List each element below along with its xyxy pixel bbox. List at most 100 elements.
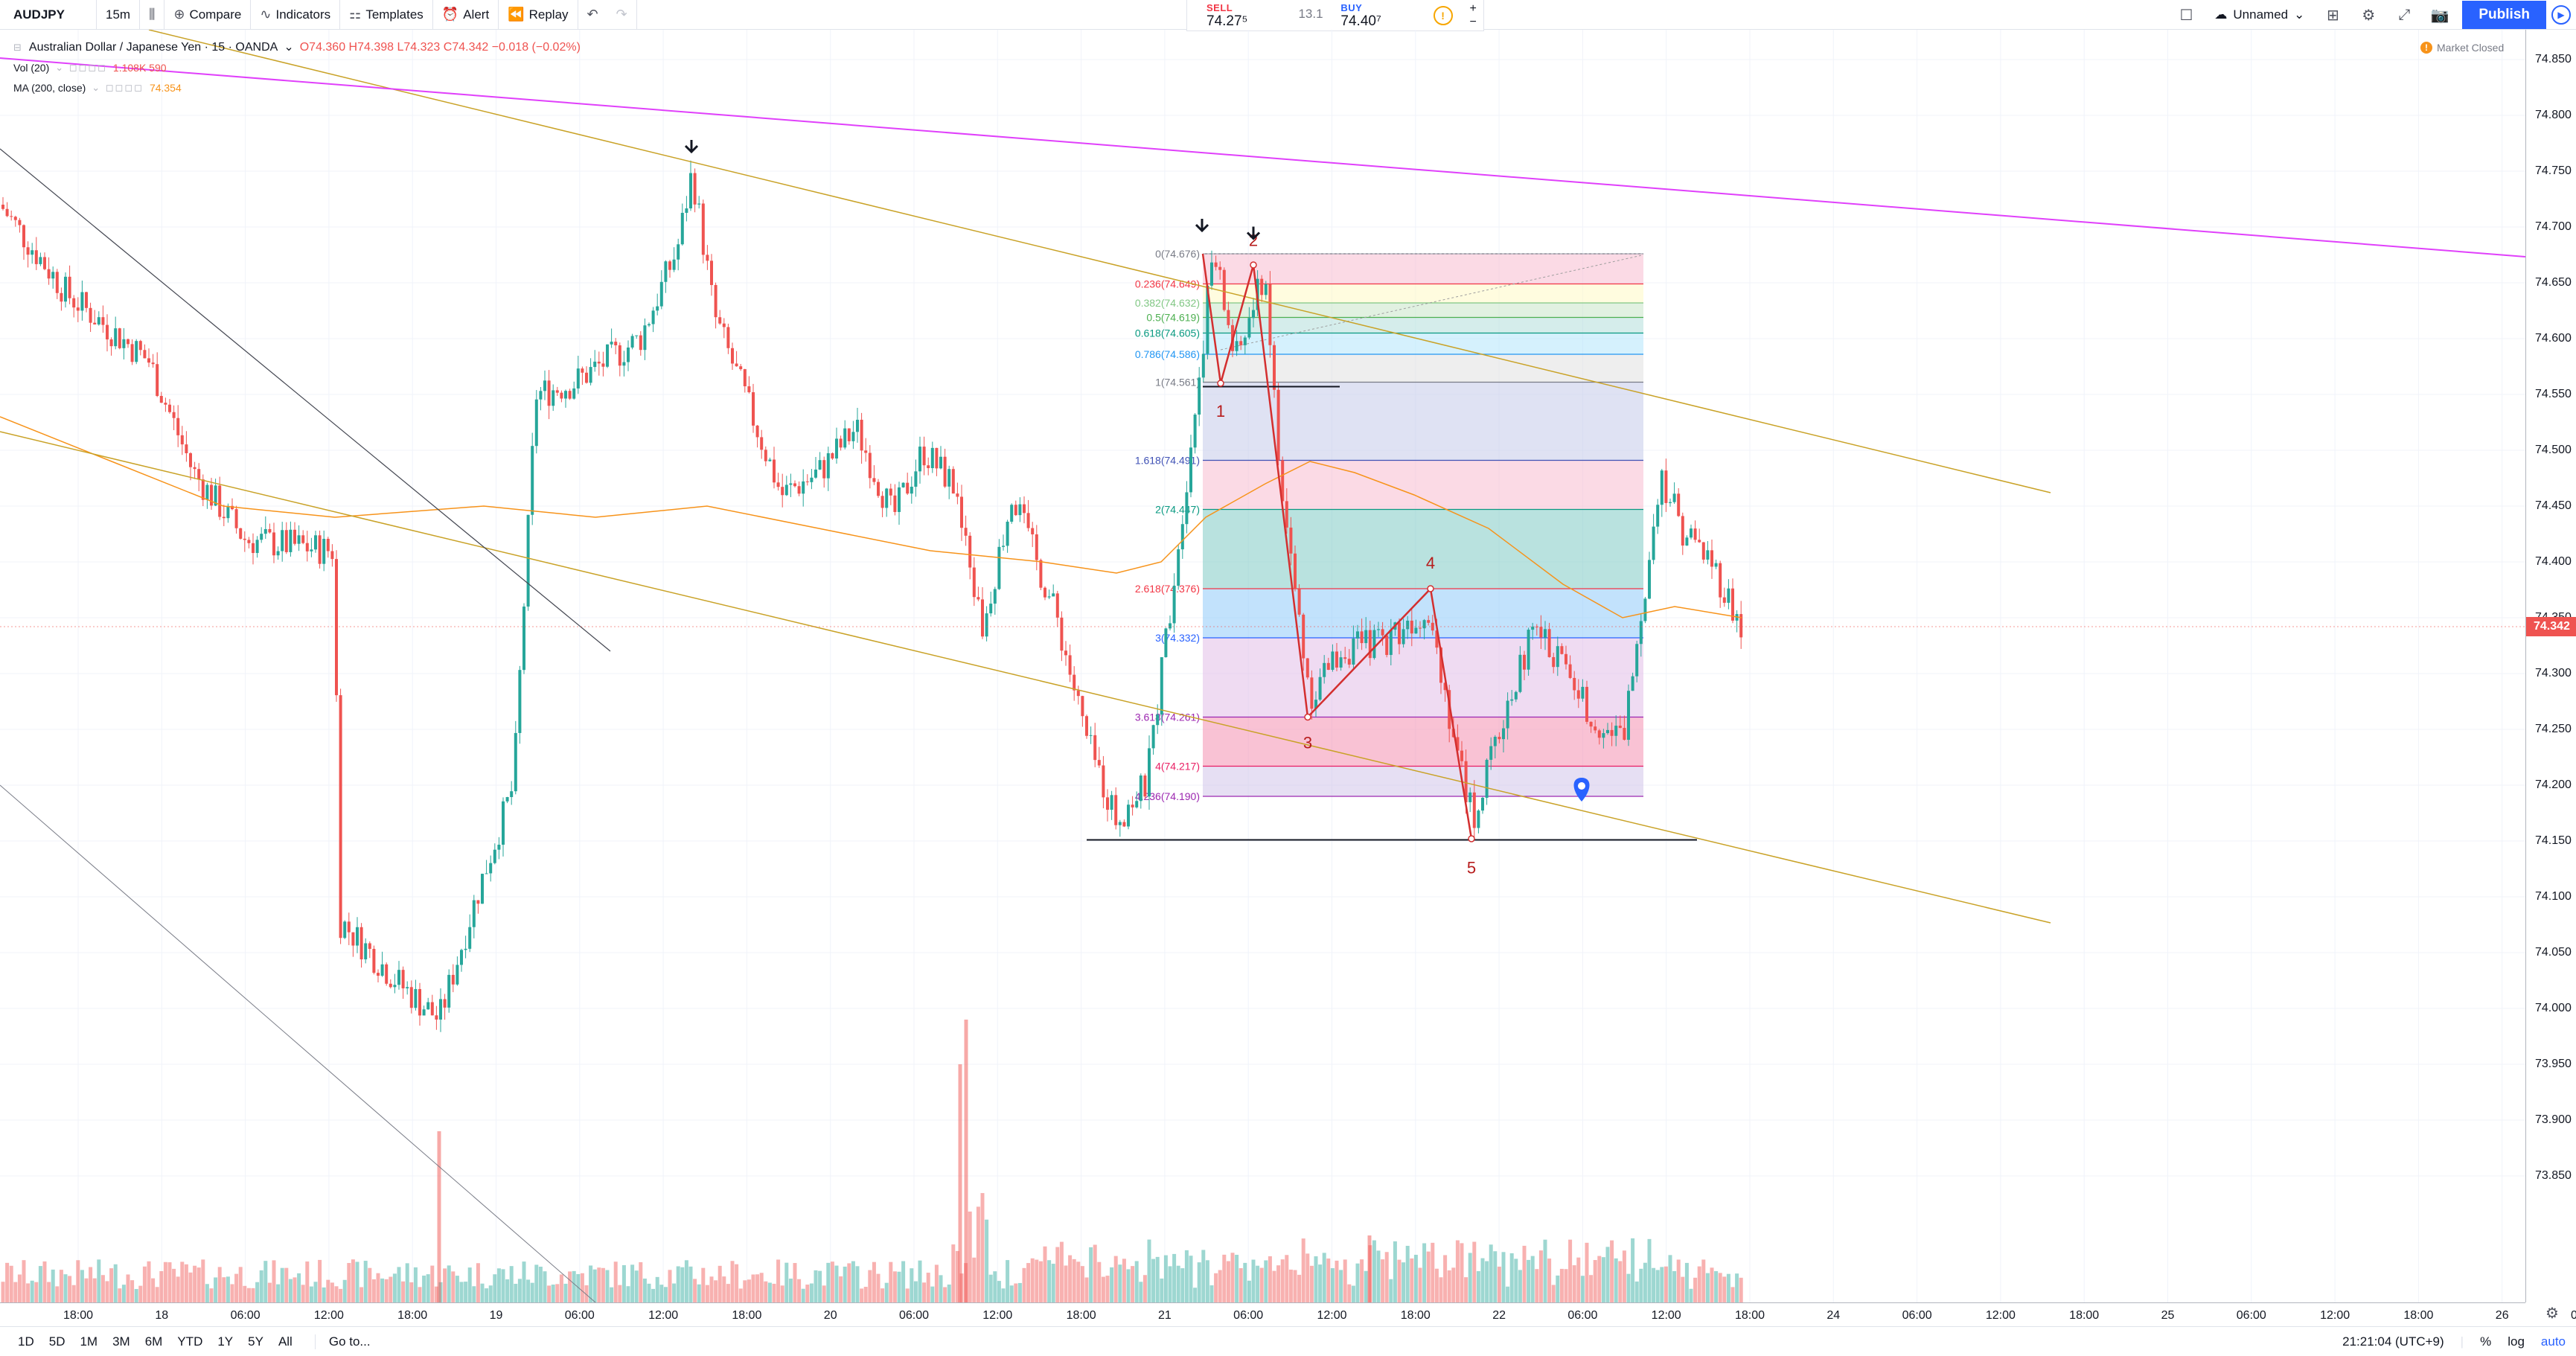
snapshot-button[interactable]: 📷 [2422, 0, 2458, 30]
trendline-dark[interactable] [0, 148, 611, 652]
redo-button[interactable]: ↷ [607, 0, 637, 30]
volume-bar [305, 1261, 310, 1302]
candle-body [581, 368, 584, 373]
candle-body [151, 362, 155, 365]
wave-point[interactable] [1427, 585, 1434, 592]
volume-bar [509, 1266, 514, 1302]
layout-menu[interactable]: ☁ Unnamed ⌄ [2204, 0, 2315, 30]
wave-point[interactable] [1468, 835, 1475, 842]
plus-icon[interactable]: + [1469, 1, 1477, 15]
volume-bar [1105, 1276, 1110, 1302]
candle-body [864, 450, 868, 453]
publish-button[interactable]: Publish [2462, 1, 2546, 29]
arrow-down-icon[interactable] [1195, 219, 1209, 233]
range-button[interactable]: 1D [18, 1334, 34, 1349]
expand-button[interactable]: ⤢ [2386, 0, 2422, 30]
candle-body [222, 517, 226, 519]
volume-bar [1293, 1270, 1297, 1302]
fib-zone [1203, 638, 1643, 717]
quantity-stepper[interactable]: + − [1463, 0, 1483, 31]
clock[interactable]: 21:21:04 (UTC+9) [2342, 1334, 2444, 1349]
buy-price: 74.40⁷ [1340, 13, 1381, 29]
range-button[interactable]: YTD [177, 1334, 203, 1349]
chevron-down-icon[interactable]: ⌄ [284, 41, 294, 54]
candle-body [1131, 805, 1134, 807]
candle-body [485, 873, 488, 874]
fib-extension[interactable]: 0(74.676) 0.236(74.649) 0.382(74.632) 0.5(7… [1135, 248, 1644, 802]
volume-bar [1072, 1259, 1076, 1302]
buy-button[interactable]: BUY 74.40⁷ [1333, 0, 1423, 31]
quantity-info-button[interactable]: ! [1423, 0, 1463, 31]
volume-bar [1084, 1277, 1089, 1302]
interval-button[interactable]: 15m [97, 0, 141, 30]
volume-bar [209, 1288, 214, 1302]
candle-body [218, 485, 222, 517]
candle-body [293, 529, 296, 544]
stream-button[interactable]: ▶ [2546, 1, 2576, 29]
candle-body [1635, 644, 1639, 677]
replay-button[interactable]: ⏪ Replay [499, 0, 578, 30]
arrow-down-icon[interactable] [684, 140, 699, 154]
location-pin-icon[interactable] [1573, 778, 1590, 802]
ma-line[interactable] [0, 416, 1742, 618]
indicator-controls-icon[interactable]: ⌄ ◻◻◻◻ [92, 82, 144, 93]
trendline-magenta[interactable] [0, 57, 2525, 258]
minus-icon[interactable]: − [1469, 15, 1477, 28]
percent-toggle[interactable]: % [2480, 1334, 2492, 1349]
range-button[interactable]: 1Y [217, 1334, 234, 1349]
arrow-down-icon[interactable] [1246, 226, 1261, 240]
volume-bar [993, 1271, 997, 1302]
settings-button[interactable]: ⚙ [2350, 0, 2386, 30]
candle-body [1477, 810, 1480, 828]
volume-bar [951, 1244, 956, 1302]
trendline-grey[interactable] [0, 784, 596, 1302]
wave-point[interactable] [1217, 380, 1224, 387]
volume-bar [68, 1276, 72, 1302]
chart-style-button[interactable]: ⫼ [140, 0, 165, 30]
compare-button[interactable]: ⊕ Compare [164, 0, 252, 30]
time-axis[interactable]: 18:00 18 06:00 12:00 18:00 19 06:00 12:00 18:00 2… [0, 1302, 2576, 1326]
elliott-wave[interactable] [1201, 253, 1473, 839]
candle-body [810, 477, 814, 482]
trendline-upper[interactable] [148, 30, 2051, 493]
sell-button[interactable]: SELL 74.27⁵ [1187, 0, 1288, 31]
log-toggle[interactable]: log [2508, 1334, 2525, 1349]
range-button[interactable]: 6M [144, 1334, 163, 1349]
price-axis[interactable]: 74.850 74.800 74.750 74.700 74.650 74.600 74.5… [2525, 30, 2576, 1302]
spread-value: 13.1 [1298, 7, 1323, 21]
wave-point[interactable] [1250, 261, 1257, 269]
axis-settings-button[interactable]: ⚙ [2545, 1304, 2559, 1323]
range-button[interactable]: All [278, 1334, 293, 1349]
trade-widget: SELL 74.27⁵ 13.1 BUY 74.40⁷ ! + − [1186, 0, 1484, 31]
goto-button[interactable]: Go to... [314, 1334, 371, 1349]
auto-toggle[interactable]: auto [2540, 1334, 2566, 1349]
indicator-controls-icon[interactable]: ⌄ ◻◻◻◻ [55, 62, 107, 73]
candle-body [255, 540, 259, 554]
symbol-search[interactable]: AUDJPY [0, 0, 97, 30]
candle-body [118, 328, 121, 348]
range-button[interactable]: 5D [48, 1334, 65, 1349]
fullscreen-toggle[interactable]: ☐ [2168, 0, 2204, 30]
time-tick-label: 06:00 [1567, 1309, 1598, 1322]
templates-button[interactable]: ⚏ Templates [340, 0, 433, 30]
price-chart[interactable]: 0(74.676) 0.236(74.649) 0.382(74.632) 0.5(7… [0, 30, 2525, 1302]
alert-button[interactable]: ⏰ Alert [433, 0, 499, 30]
volume-bar [1285, 1255, 1289, 1302]
volume-bar [1118, 1264, 1122, 1302]
range-button[interactable]: 3M [112, 1334, 130, 1349]
price-tick-label: 74.050 [2535, 946, 2572, 959]
wave-point[interactable] [1304, 713, 1311, 721]
layout-grid-button[interactable]: ⊞ [2315, 0, 2350, 30]
candle-body [1172, 586, 1176, 624]
candles[interactable] [1, 160, 1743, 1032]
volume-bar [359, 1287, 364, 1302]
collapse-icon[interactable]: ⊟ [13, 42, 23, 53]
indicators-button[interactable]: ∿ Indicators [251, 0, 341, 30]
trendline-lower[interactable] [0, 431, 2051, 924]
range-button[interactable]: 5Y [248, 1334, 263, 1349]
undo-button[interactable]: ↶ [578, 0, 607, 30]
candle-body [135, 341, 138, 362]
candle-body [1323, 662, 1326, 677]
range-button[interactable]: 1M [80, 1334, 98, 1349]
